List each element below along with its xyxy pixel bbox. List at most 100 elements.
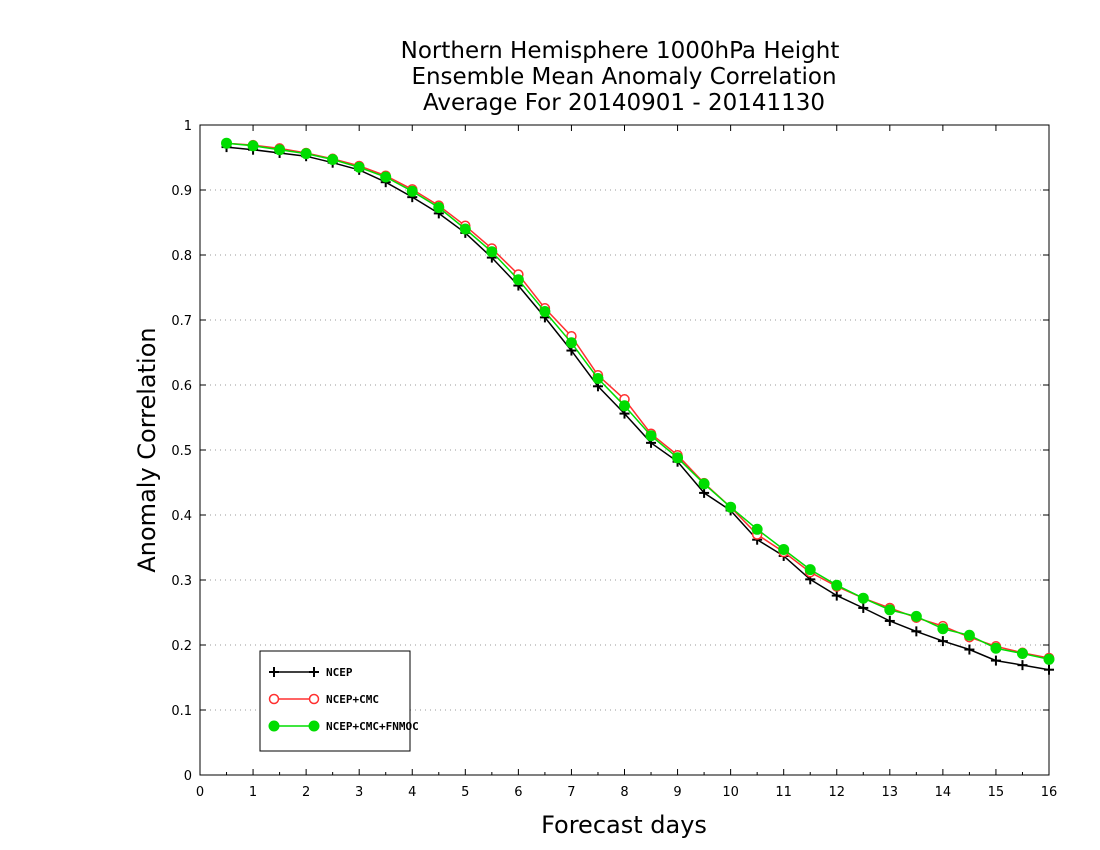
legend-marker — [308, 720, 320, 732]
legend: NCEP NCEP+CMC NCEP+CMC+FNMOC — [259, 650, 419, 752]
x-tick-label: 0 — [196, 785, 204, 800]
series-1 — [221, 142, 1054, 675]
data-point — [406, 185, 418, 197]
legend-marker — [309, 667, 319, 677]
data-point — [353, 161, 365, 173]
series-line — [226, 146, 1050, 671]
data-point — [831, 590, 842, 601]
data-point — [698, 478, 710, 490]
title-line-2: Ensemble Mean Anomaly Correlation — [411, 64, 836, 90]
series-layer — [221, 137, 1055, 675]
legend-item: NCEP+CMC — [268, 693, 379, 706]
x-tick-label: 6 — [514, 785, 522, 800]
y-tick-label: 0.1 — [171, 704, 192, 719]
data-point — [1044, 664, 1054, 675]
y-tick-label: 0.2 — [171, 639, 192, 654]
data-point — [751, 523, 763, 535]
x-axis-title: Forecast days — [541, 811, 707, 839]
axis-ticks: 00.10.20.30.40.50.60.70.80.910 1 2 3 4 5 6 7 8 9 1… — [171, 119, 1057, 800]
data-point — [459, 223, 471, 235]
data-point — [699, 487, 710, 498]
data-point — [963, 629, 975, 641]
legend-marker — [268, 693, 280, 705]
data-point — [221, 137, 233, 149]
data-point — [990, 642, 1002, 654]
legend-item: NCEP — [269, 666, 353, 679]
series-3 — [221, 137, 1055, 665]
x-tick-label: 13 — [882, 785, 899, 800]
data-point — [433, 202, 445, 214]
data-point — [565, 337, 577, 349]
series-line — [226, 142, 1050, 659]
legend-label: NCEP+CMC+FNMOC — [326, 720, 419, 733]
data-point — [1017, 660, 1028, 671]
y-tick-label: 1 — [184, 119, 192, 134]
data-point — [778, 543, 790, 555]
data-point — [911, 626, 922, 637]
x-tick-label: 1 — [249, 785, 257, 800]
data-point — [300, 148, 312, 160]
data-point — [857, 592, 869, 604]
legend-box — [259, 650, 411, 752]
legend-label: NCEP — [326, 666, 353, 679]
legend-label: NCEP+CMC — [326, 693, 379, 706]
legend-marker — [268, 720, 280, 732]
gridlines — [200, 189, 1049, 711]
data-point — [990, 655, 1001, 666]
data-point — [1016, 647, 1028, 659]
x-tick-label: 4 — [408, 785, 416, 800]
data-point — [804, 564, 816, 576]
data-point — [512, 274, 524, 286]
x-tick-label: 14 — [935, 785, 952, 800]
data-point — [964, 644, 975, 655]
data-point — [539, 306, 551, 318]
x-tick-label: 8 — [620, 785, 628, 800]
data-point — [1043, 653, 1055, 665]
data-point — [672, 452, 684, 464]
data-point — [858, 602, 869, 613]
y-tick-label: 0.6 — [171, 379, 192, 394]
y-tick-label: 0.4 — [171, 509, 192, 524]
x-tick-label: 11 — [775, 785, 792, 800]
data-point — [884, 615, 895, 626]
x-tick-label: 12 — [828, 785, 845, 800]
y-axis-title: Anomaly Correlation — [133, 327, 161, 572]
data-point — [486, 246, 498, 258]
x-tick-label: 7 — [567, 785, 575, 800]
legend-marker — [308, 693, 320, 705]
y-tick-label: 0.9 — [171, 184, 192, 199]
y-tick-label: 0.5 — [171, 444, 192, 459]
data-point — [937, 623, 949, 635]
title-line-1: Northern Hemisphere 1000hPa Height — [401, 38, 840, 64]
data-point — [884, 604, 896, 616]
data-point — [327, 153, 339, 165]
data-point — [380, 171, 392, 183]
data-point — [910, 610, 922, 622]
legend-item: NCEP+CMC+FNMOC — [268, 720, 419, 733]
legend-marker — [269, 667, 279, 677]
data-point — [937, 636, 948, 647]
chart-title: Northern Hemisphere 1000hPa Height Ensem… — [401, 38, 840, 116]
data-point — [645, 430, 657, 442]
x-tick-label: 10 — [722, 785, 739, 800]
data-point — [274, 144, 286, 156]
y-tick-label: 0.3 — [171, 574, 192, 589]
data-point — [619, 400, 630, 412]
title-line-3: Average For 20140901 - 20141130 — [423, 90, 825, 116]
series-2 — [221, 137, 1055, 664]
y-tick-label: 0.7 — [171, 314, 192, 329]
data-point — [247, 140, 259, 152]
data-point — [831, 579, 843, 591]
x-tick-label: 3 — [355, 785, 363, 800]
y-tick-label: 0.8 — [171, 249, 192, 264]
y-tick-label: 0 — [184, 769, 192, 784]
series-line — [226, 142, 1050, 661]
x-tick-label: 2 — [302, 785, 310, 800]
x-tick-label: 15 — [988, 785, 1005, 800]
data-point — [592, 373, 604, 384]
x-tick-label: 5 — [461, 785, 469, 800]
data-point — [725, 501, 737, 513]
x-tick-label: 16 — [1041, 785, 1058, 800]
x-tick-label: 9 — [673, 785, 681, 800]
